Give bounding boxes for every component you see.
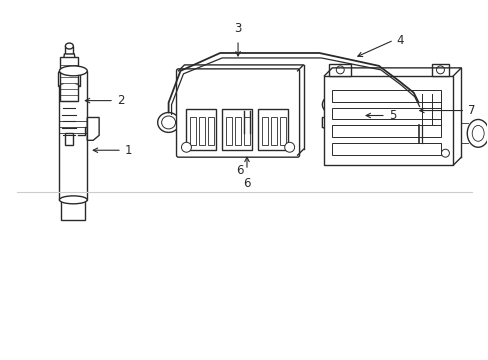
Bar	[235, 117, 241, 145]
Ellipse shape	[60, 66, 87, 76]
Bar	[262, 117, 267, 145]
Circle shape	[441, 149, 448, 157]
Bar	[279, 117, 285, 145]
Bar	[257, 109, 287, 150]
Bar	[60, 71, 87, 200]
Bar	[332, 125, 441, 137]
Bar	[270, 117, 276, 145]
Bar	[61, 57, 78, 100]
Circle shape	[181, 142, 191, 152]
Ellipse shape	[346, 102, 360, 113]
Bar	[431, 64, 448, 76]
Bar	[332, 143, 441, 155]
Text: 1: 1	[124, 144, 132, 157]
Ellipse shape	[244, 141, 248, 145]
Ellipse shape	[242, 139, 251, 148]
Bar	[324, 76, 452, 165]
Circle shape	[336, 66, 344, 74]
Bar	[208, 117, 214, 145]
Text: 6: 6	[236, 163, 244, 176]
Bar	[65, 133, 73, 145]
Bar	[190, 117, 196, 145]
Bar	[332, 108, 441, 120]
Ellipse shape	[326, 100, 337, 109]
Ellipse shape	[65, 43, 73, 49]
Circle shape	[436, 66, 444, 74]
FancyBboxPatch shape	[176, 69, 299, 157]
Bar	[236, 130, 257, 137]
Text: 2: 2	[117, 94, 124, 107]
Ellipse shape	[337, 121, 345, 128]
Text: 7: 7	[468, 104, 475, 117]
Bar	[222, 109, 251, 150]
Ellipse shape	[252, 94, 259, 103]
Text: 6: 6	[243, 177, 250, 190]
Bar	[238, 89, 251, 111]
Polygon shape	[61, 54, 77, 74]
Text: 3: 3	[234, 22, 241, 35]
Ellipse shape	[162, 116, 175, 129]
Text: 4: 4	[396, 33, 404, 46]
Ellipse shape	[322, 96, 342, 113]
Bar	[59, 72, 80, 86]
Bar	[332, 90, 441, 102]
Text: 5: 5	[388, 109, 395, 122]
Bar	[199, 117, 205, 145]
Bar	[186, 109, 216, 150]
Ellipse shape	[350, 105, 357, 111]
Bar	[225, 117, 232, 145]
Bar	[413, 94, 450, 125]
Polygon shape	[322, 117, 361, 132]
Ellipse shape	[471, 125, 483, 141]
Ellipse shape	[157, 113, 179, 132]
Bar	[244, 117, 249, 145]
Circle shape	[284, 142, 294, 152]
Ellipse shape	[60, 196, 87, 204]
Bar	[61, 198, 85, 220]
Bar	[328, 64, 350, 76]
Ellipse shape	[467, 120, 488, 147]
Ellipse shape	[248, 90, 263, 108]
Bar	[65, 46, 73, 54]
